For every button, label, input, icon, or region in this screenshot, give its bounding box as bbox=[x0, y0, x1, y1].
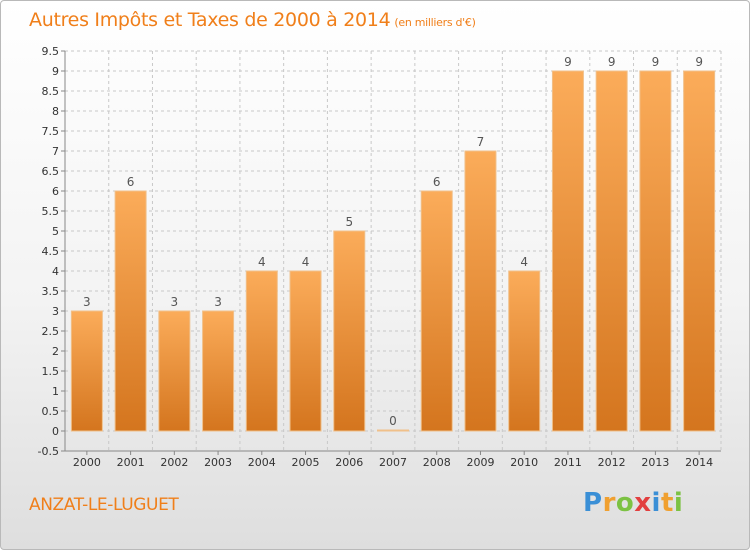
y-tick-label: 4.5 bbox=[42, 245, 60, 258]
y-tick-label: 5 bbox=[52, 225, 59, 238]
y-tick-label: 3 bbox=[52, 305, 59, 318]
data-label: 3 bbox=[83, 295, 91, 309]
bar bbox=[245, 270, 278, 432]
proxiti-logo: Proxiti bbox=[583, 488, 683, 518]
y-tick-label: 0.5 bbox=[42, 405, 60, 418]
data-label: 7 bbox=[477, 135, 485, 149]
logo-letter: t bbox=[660, 488, 674, 518]
x-tick-label: 2007 bbox=[379, 456, 407, 469]
y-tick-label: 1 bbox=[52, 385, 59, 398]
y-tick-label: 9 bbox=[52, 65, 59, 78]
x-tick-label: 2010 bbox=[510, 456, 538, 469]
data-label: 0 bbox=[389, 414, 397, 428]
x-tick-label: 2006 bbox=[335, 456, 363, 469]
commune-name: ANZAT-LE-LUGUET bbox=[29, 495, 179, 515]
y-tick-label: 7 bbox=[52, 145, 59, 158]
x-tick-label: 2000 bbox=[73, 456, 101, 469]
y-tick-label: 5.5 bbox=[42, 205, 60, 218]
data-label: 9 bbox=[695, 55, 703, 69]
y-tick-label: 3.5 bbox=[42, 285, 60, 298]
y-tick-label: 4 bbox=[52, 265, 59, 278]
x-tick-label: 2008 bbox=[423, 456, 451, 469]
y-tick-label: 9.5 bbox=[42, 45, 60, 58]
x-tick-label: 2011 bbox=[554, 456, 582, 469]
logo-letter: x bbox=[634, 488, 652, 518]
bar bbox=[377, 429, 409, 432]
logo-letter: o bbox=[615, 488, 635, 518]
x-tick-label: 2009 bbox=[466, 456, 494, 469]
y-tick-label: 2.5 bbox=[42, 325, 60, 338]
y-tick-label: 8 bbox=[52, 105, 59, 118]
bar bbox=[639, 70, 672, 432]
logo-letter: r bbox=[602, 488, 616, 518]
x-tick-label: 2002 bbox=[160, 456, 188, 469]
data-label: 3 bbox=[214, 295, 222, 309]
y-tick-label: 2 bbox=[52, 345, 59, 358]
y-tick-label: 0 bbox=[52, 425, 59, 438]
bar bbox=[683, 70, 716, 432]
y-tick-label: 7.5 bbox=[42, 125, 60, 138]
chart-title: Autres Impôts et Taxes de 2000 à 2014 (en… bbox=[29, 9, 476, 31]
bar bbox=[114, 190, 147, 432]
data-label: 4 bbox=[520, 255, 528, 269]
data-label: 3 bbox=[171, 295, 179, 309]
y-tick-label: 6 bbox=[52, 185, 59, 198]
bar bbox=[70, 310, 103, 432]
x-tick-label: 2003 bbox=[204, 456, 232, 469]
logo-letter: i bbox=[651, 488, 661, 518]
x-tick-label: 2005 bbox=[292, 456, 320, 469]
x-tick-label: 2014 bbox=[685, 456, 713, 469]
data-label: 9 bbox=[564, 55, 572, 69]
bar bbox=[202, 310, 235, 432]
chart-subtitle: (en milliers d'€) bbox=[394, 16, 476, 29]
data-label: 6 bbox=[127, 175, 135, 189]
x-tick-label: 2004 bbox=[248, 456, 276, 469]
bar bbox=[289, 270, 322, 432]
y-tick-label: 8.5 bbox=[42, 85, 60, 98]
data-label: 4 bbox=[258, 255, 266, 269]
bar bbox=[420, 190, 453, 432]
bar bbox=[333, 230, 366, 432]
bar bbox=[551, 70, 584, 432]
bar bbox=[464, 150, 497, 432]
logo-letter: i bbox=[673, 488, 684, 518]
bars bbox=[70, 70, 716, 432]
chart-title-main: Autres Impôts et Taxes de 2000 à 2014 bbox=[29, 9, 391, 31]
bar bbox=[508, 270, 541, 432]
x-tick-label: 2001 bbox=[117, 456, 145, 469]
data-label: 5 bbox=[345, 215, 353, 229]
logo-letter: P bbox=[583, 488, 603, 518]
axes bbox=[61, 50, 721, 455]
data-label: 9 bbox=[652, 55, 660, 69]
bar bbox=[158, 310, 191, 432]
labels: -0.5 0 0.5 1 1.5 2 2.5 3 3.5 4 4.5 5 5.5 6 6.5 7 7.5 8 8.5… bbox=[38, 45, 714, 469]
y-tick-label: 6.5 bbox=[42, 165, 60, 178]
data-label: 9 bbox=[608, 55, 616, 69]
y-tick-label: 1.5 bbox=[42, 365, 60, 378]
data-label: 6 bbox=[433, 175, 441, 189]
data-label: 4 bbox=[302, 255, 310, 269]
bar bbox=[595, 70, 628, 432]
y-tick-label: -0.5 bbox=[38, 445, 59, 458]
x-tick-label: 2013 bbox=[641, 456, 669, 469]
x-tick-label: 2012 bbox=[598, 456, 626, 469]
